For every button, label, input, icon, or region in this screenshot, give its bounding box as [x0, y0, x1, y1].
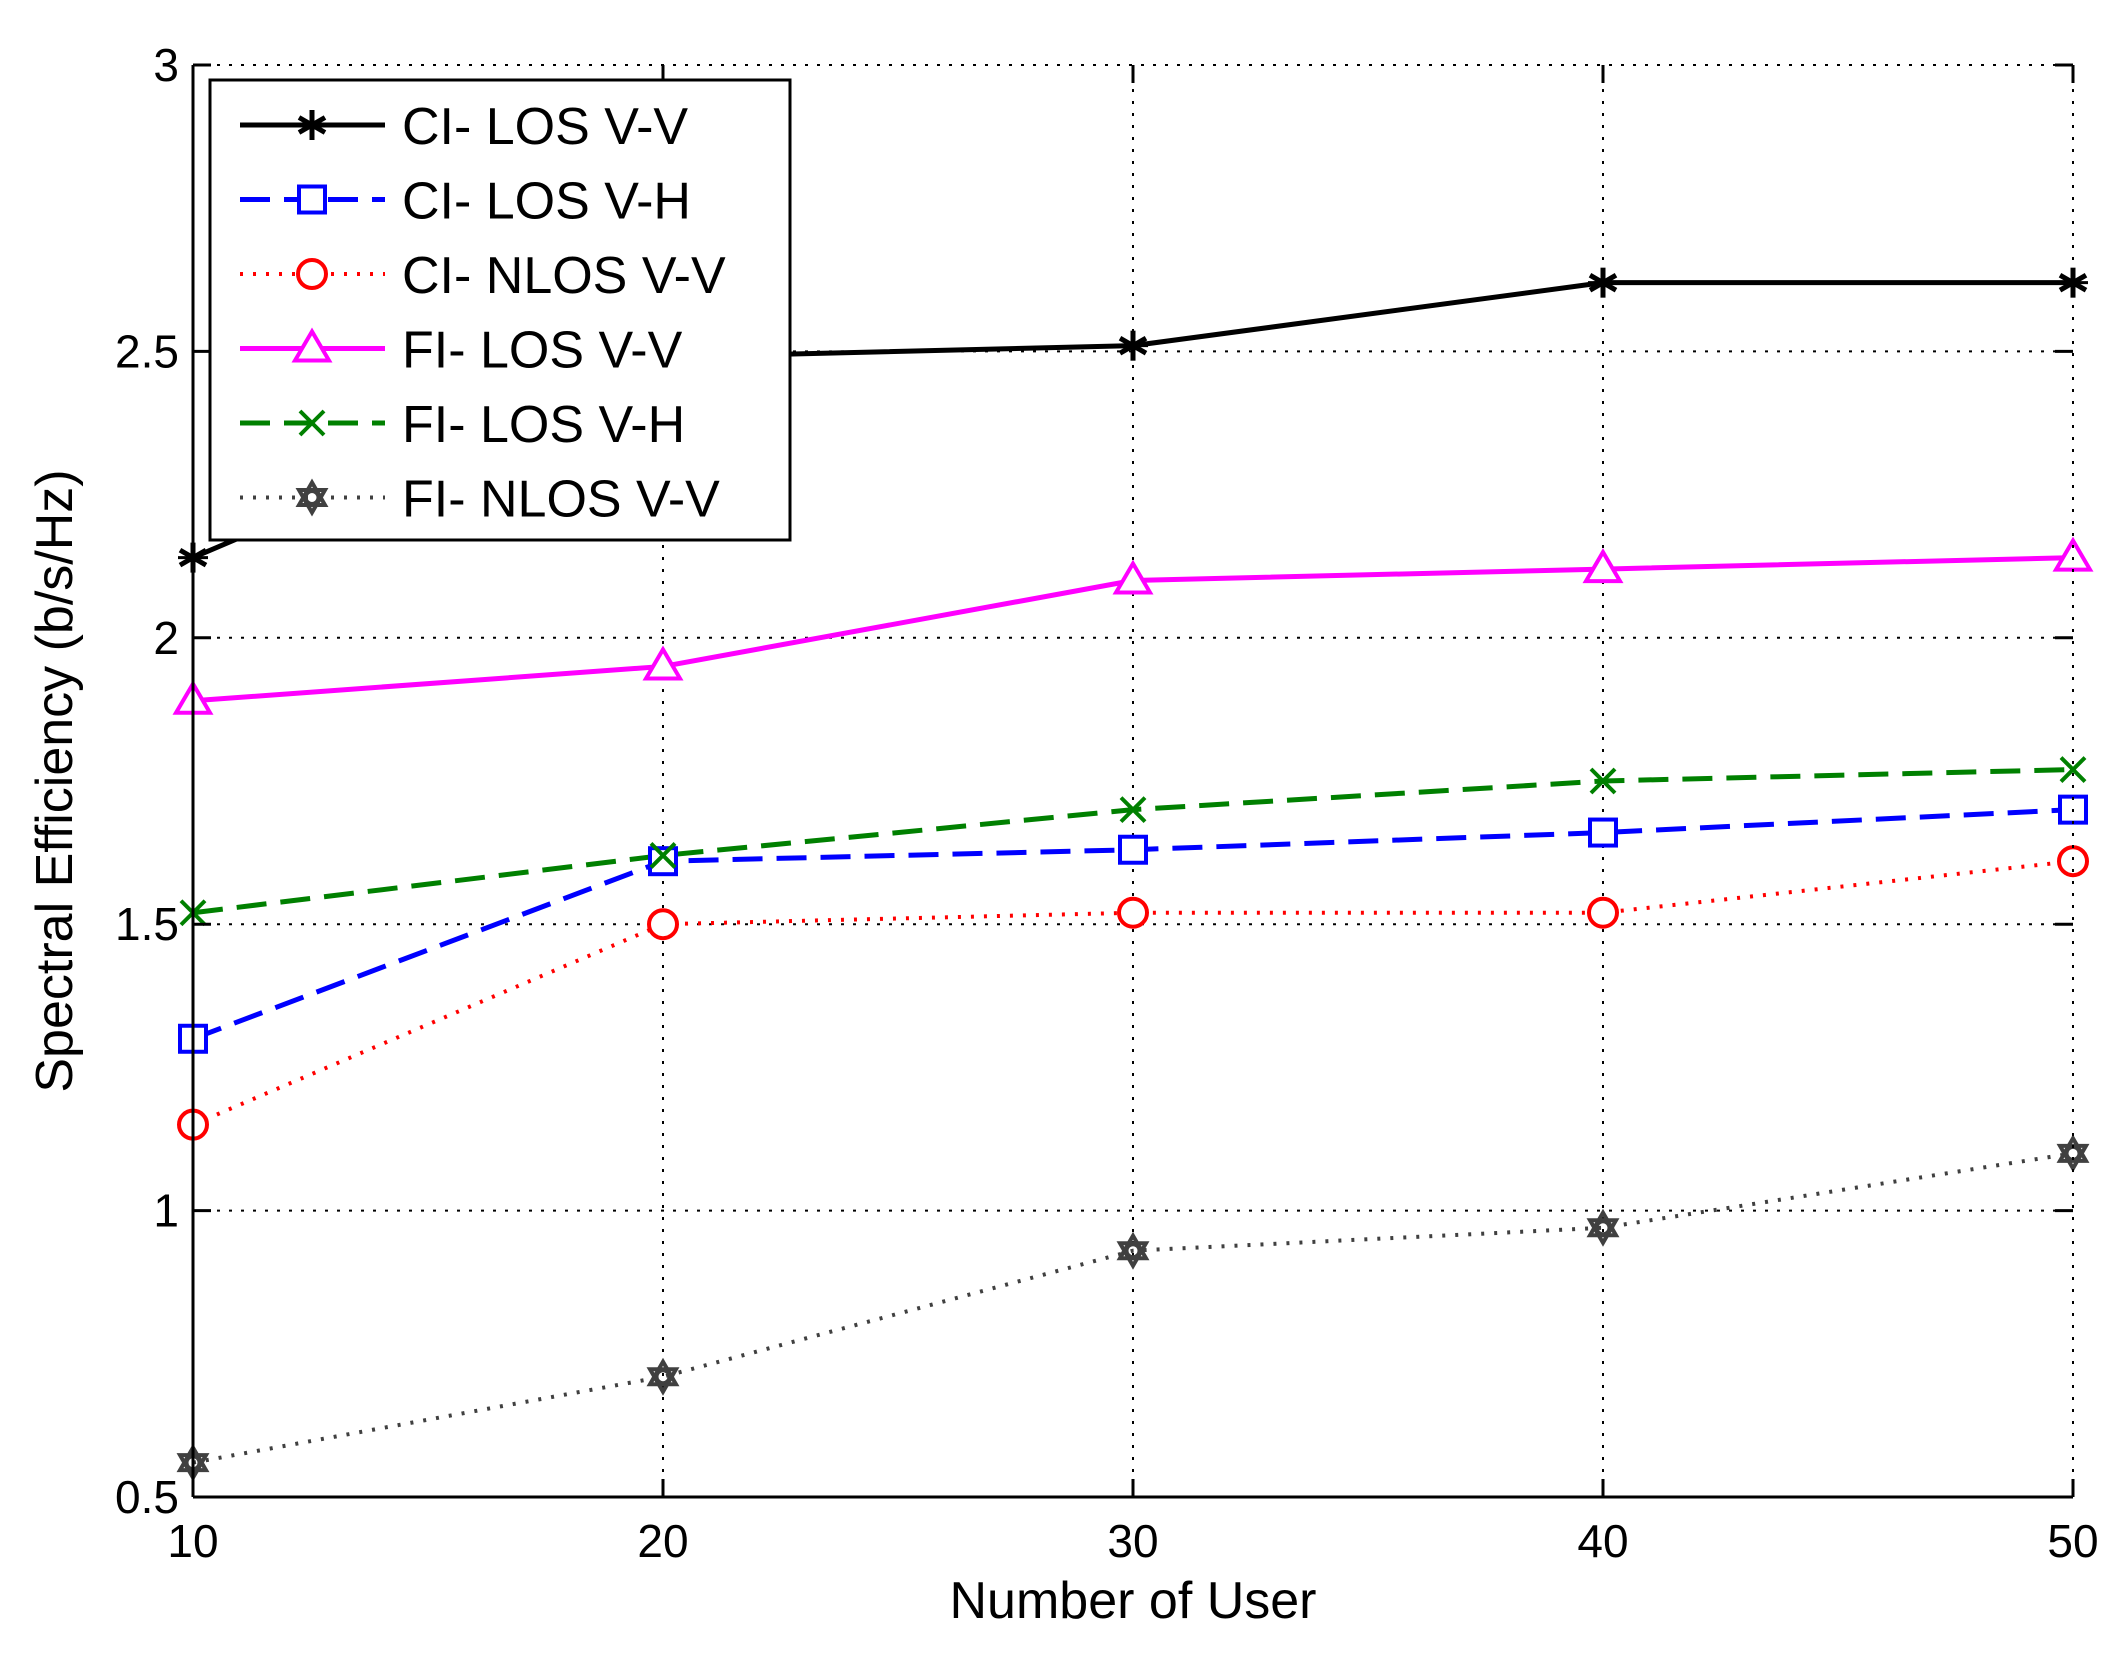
- data-point-s4-2: [642, 645, 684, 681]
- legend-label: FI- LOS V-H: [402, 396, 685, 454]
- legend-item: FI- LOS V-H: [240, 396, 685, 454]
- legend-item: CI- LOS V-V: [240, 98, 688, 156]
- axes: 10 20 30 40 50 0.5 1 1.5 2 2.5 3: [115, 39, 2099, 1567]
- data-point-s2-2: [648, 846, 678, 877]
- data-point-s5-4: [1589, 767, 1617, 795]
- data-point-s1-4: [1588, 267, 1618, 298]
- data-point-s6-3: [1116, 1231, 1150, 1270]
- data-point-s5-3: [1119, 796, 1147, 824]
- x-tick-label: 20: [637, 1515, 688, 1567]
- x-tick-label: 40: [1577, 1515, 1628, 1567]
- legend-marker: [297, 110, 327, 140]
- legend-label: FI- NLOS V-V: [402, 471, 720, 529]
- legend: CI- LOS V-V CI- LOS V-H CI- NLOS V-V FI- LO…: [208, 78, 792, 542]
- legend-item: FI- LOS V-V: [240, 322, 683, 380]
- x-axis-label: Number of User: [950, 1572, 1317, 1630]
- legend-marker: [291, 327, 333, 363]
- series-line-6: [193, 1151, 2073, 1465]
- data-point-s3-3: [1117, 896, 1149, 929]
- data-point-s6-2: [646, 1357, 680, 1396]
- legend-item: CI- NLOS V-V: [240, 247, 726, 305]
- legend-item: CI- LOS V-H: [240, 173, 691, 231]
- data-point-s1-3: [1118, 330, 1148, 361]
- data-point-s2-3: [1118, 834, 1148, 865]
- y-tick-label: 2: [153, 612, 179, 664]
- legend-box: [208, 78, 792, 542]
- data-point-s4-4: [1582, 548, 1624, 584]
- legend-label: CI- NLOS V-V: [402, 247, 726, 305]
- legend-label: FI- LOS V-V: [402, 322, 683, 380]
- data-point-s5-2: [649, 842, 677, 869]
- legend-marker: [295, 478, 329, 517]
- y-tick-label: 1: [153, 1185, 179, 1237]
- y-tick-label: 2.5: [115, 325, 179, 377]
- legend-marker: [297, 184, 327, 215]
- x-tick-label: 30: [1107, 1515, 1158, 1567]
- legend-marker: [298, 409, 326, 437]
- data-point-s2-4: [1588, 817, 1618, 848]
- series-line-3: [193, 859, 2073, 1127]
- legend-label: CI- LOS V-V: [402, 98, 688, 156]
- y-tick-label: 1.5: [115, 898, 179, 950]
- legend-item: FI- NLOS V-V: [240, 471, 720, 529]
- y-axis-label: Spectral Efficiency (b/s/Hz): [26, 469, 84, 1092]
- x-tick-label: 50: [2047, 1515, 2098, 1567]
- legend-marker: [296, 258, 328, 290]
- data-point-s3-4: [1587, 896, 1619, 929]
- legend-label: CI- LOS V-H: [402, 173, 691, 231]
- data-point-s3-2: [647, 908, 679, 941]
- data-point-s6-4: [1586, 1208, 1620, 1247]
- x-tick-label: 10: [167, 1515, 218, 1567]
- data-point-s4-3: [1112, 559, 1154, 595]
- y-tick-label: 3: [153, 39, 179, 91]
- y-tick-label: 0.5: [115, 1471, 179, 1523]
- data-point-s5-5: [2059, 756, 2087, 783]
